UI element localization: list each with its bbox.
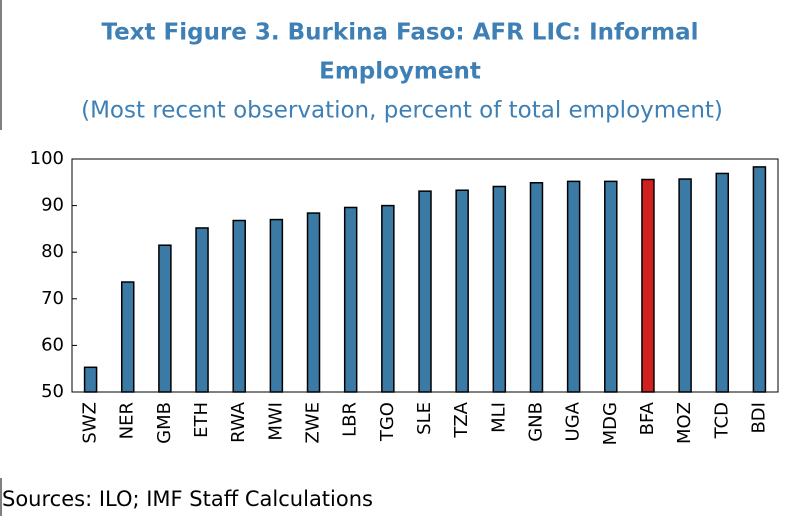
x-tick-label: SLE (414, 402, 435, 435)
chart-subtitle: (Most recent observation, percent of tot… (81, 98, 723, 124)
y-tick-label: 90 (41, 195, 64, 216)
x-tick-label: MWI (265, 402, 286, 441)
bar (715, 172, 730, 393)
bar (306, 212, 321, 393)
bar (269, 218, 284, 393)
x-tick-label: ETH (191, 402, 212, 438)
bar (83, 366, 98, 393)
chart-title: Employment (319, 59, 481, 85)
bar (678, 178, 692, 393)
x-tick-label: ZWE (303, 402, 324, 444)
x-tick-label: LBR (340, 402, 361, 437)
x-tick-label: TGO (377, 402, 398, 442)
bar (566, 180, 581, 393)
x-tick-label: SWZ (80, 402, 101, 444)
bar (529, 182, 544, 393)
bar (232, 219, 246, 393)
source-note: Sources: ILO; IMF Staff Calculations (2, 487, 373, 511)
bar (158, 244, 172, 393)
bar (492, 185, 507, 393)
x-tick-label: MDG (600, 402, 621, 445)
bar (752, 166, 767, 393)
x-tick-label: MLI (488, 402, 509, 433)
x-tick-label: NER (117, 402, 138, 439)
bar (195, 227, 209, 393)
bar (641, 178, 655, 393)
bar (604, 180, 618, 393)
x-tick-label: MOZ (674, 402, 695, 444)
bar (120, 281, 135, 393)
x-tick-label: TCD (711, 402, 732, 439)
y-tick-label: 60 (41, 334, 64, 355)
x-tick-label: BDI (748, 402, 769, 434)
bar (418, 190, 432, 393)
bar (381, 204, 395, 393)
y-tick-label: 70 (41, 288, 64, 309)
x-tick-label: BFA (637, 401, 658, 435)
bar (455, 189, 469, 393)
x-tick-label: RWA (228, 401, 249, 443)
chart-title: Text Figure 3. Burkina Faso: AFR LIC: In… (101, 20, 698, 46)
x-tick-label: UGA (563, 401, 584, 441)
x-tick-label: TZA (451, 401, 472, 438)
y-tick-label: 50 (41, 381, 64, 402)
y-tick-label: 80 (41, 241, 64, 262)
x-tick-label: GNB (525, 402, 546, 442)
bar (343, 206, 358, 393)
y-tick-label: 100 (30, 148, 64, 169)
x-tick-label: GMB (154, 402, 175, 444)
